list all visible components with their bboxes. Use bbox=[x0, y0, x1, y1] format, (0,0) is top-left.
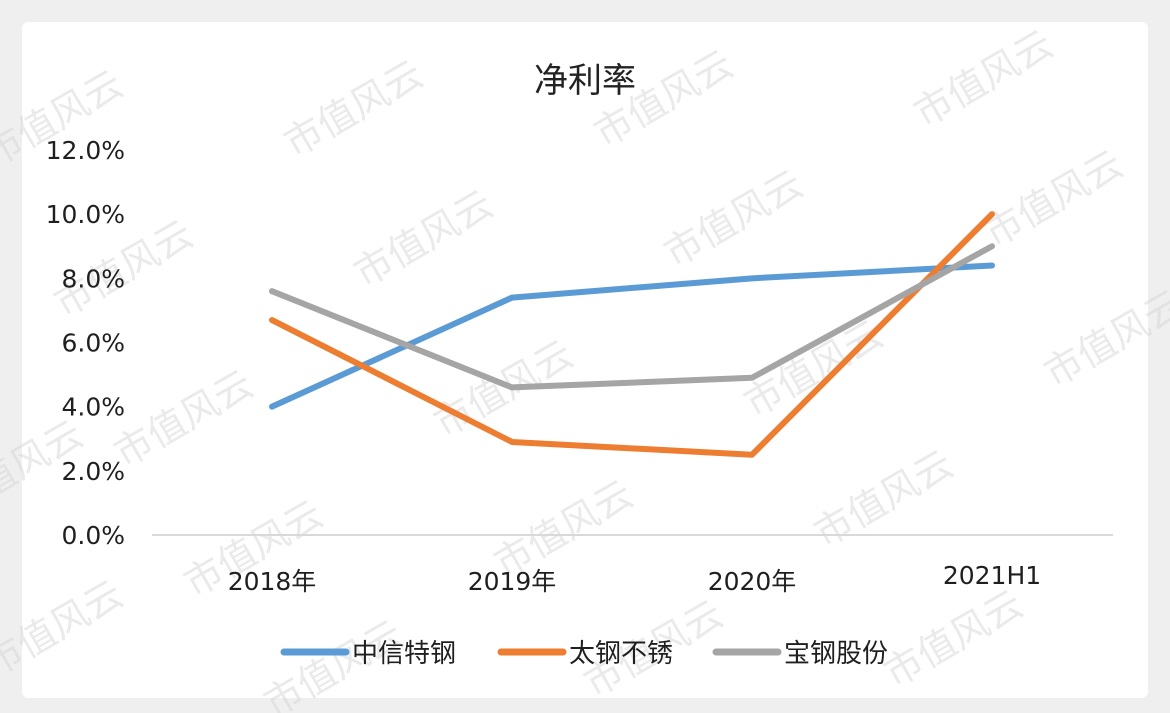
watermark-text: 市值风云 bbox=[107, 362, 261, 476]
series-line-2 bbox=[269, 211, 995, 458]
watermark-text: 市值风云 bbox=[657, 162, 811, 276]
legend-label: 中信特钢 bbox=[352, 639, 456, 669]
watermark-text: 市值风云 bbox=[737, 312, 891, 426]
y-tick-label: 6.0% bbox=[61, 329, 125, 358]
x-tick-label: 2019年 bbox=[468, 567, 557, 596]
watermark-text: 市值风云 bbox=[277, 52, 431, 166]
watermark-text: 市值风云 bbox=[907, 22, 1061, 136]
watermark-text: 市值风云 bbox=[1037, 282, 1170, 396]
chart-card bbox=[22, 22, 1148, 698]
legend-label: 宝钢股份 bbox=[784, 639, 888, 669]
watermark-text: 市值风云 bbox=[877, 582, 1031, 696]
y-tick-label: 12.0% bbox=[46, 136, 125, 165]
y-axis: 0.0% 2.0% 4.0% 6.0% 8.0% 10.0% 12.0% bbox=[46, 136, 125, 550]
legend-label: 太钢不锈 bbox=[569, 639, 673, 669]
watermark-text: 市值风云 bbox=[0, 572, 130, 686]
series-line-1 bbox=[269, 262, 995, 410]
y-tick-label: 2.0% bbox=[61, 457, 125, 486]
y-tick-label: 0.0% bbox=[61, 521, 125, 550]
watermark-text: 市值风云 bbox=[427, 332, 581, 446]
y-tick-label: 8.0% bbox=[61, 264, 125, 293]
x-tick-label: 2020年 bbox=[708, 567, 797, 596]
y-tick-label: 10.0% bbox=[46, 200, 125, 229]
legend: 中信特钢 太钢不锈 宝钢股份 bbox=[280, 639, 888, 669]
x-tick-label: 2021H1 bbox=[943, 561, 1041, 590]
watermark-text: 市值风云 bbox=[807, 442, 961, 556]
chart-title: 净利率 bbox=[534, 61, 636, 101]
watermark-text: 市值风云 bbox=[347, 182, 501, 296]
series-layer bbox=[269, 211, 995, 458]
series-line-3 bbox=[269, 243, 995, 391]
y-tick-label: 4.0% bbox=[61, 393, 125, 422]
x-axis: 2018年 2019年 2020年 2021H1 bbox=[228, 561, 1041, 596]
x-tick-label: 2018年 bbox=[228, 567, 317, 596]
watermark-text: 市值风云 bbox=[977, 142, 1131, 256]
